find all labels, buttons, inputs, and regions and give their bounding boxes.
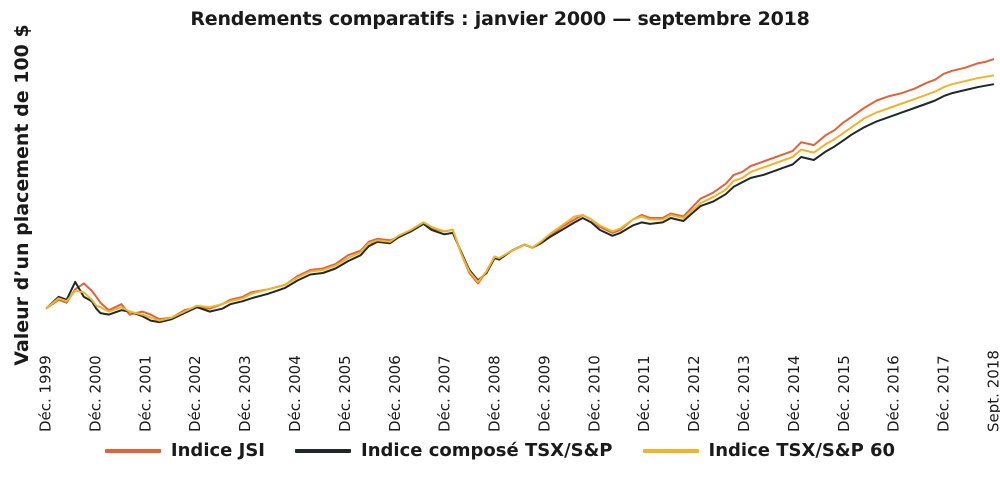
- legend-item-3: Indice TSX/S&P 60: [642, 440, 896, 461]
- x-tick-label: Déc. 2016: [885, 355, 903, 432]
- x-tick-label: Déc. 2003: [236, 355, 254, 432]
- x-tick-label: Déc. 2014: [785, 355, 803, 432]
- x-axis-ticks: Déc. 1999 Déc. 2000 Déc. 2001 Déc. 2002 Déc.…: [37, 350, 1000, 432]
- chart-title: Rendements comparatifs : janvier 2000 — …: [190, 8, 810, 30]
- series-line-1: [45, 57, 995, 321]
- x-tick-label: Déc. 2005: [336, 355, 354, 432]
- x-tick-label: Déc. 2009: [535, 355, 553, 432]
- legend: Indice JSI Indice composé TSX/S&P Indice T…: [0, 440, 1000, 461]
- legend-label: Indice composé TSX/S&P: [361, 440, 613, 461]
- x-tick-label: Déc. 2002: [186, 355, 204, 432]
- legend-label: Indice JSI: [170, 440, 265, 461]
- x-tick-label: Déc. 2013: [735, 355, 753, 432]
- legend-label: Indice TSX/S&P 60: [708, 440, 896, 461]
- legend-swatch: [104, 448, 161, 453]
- series-line-3: [45, 74, 995, 322]
- x-tick-label: Déc. 1999: [37, 355, 55, 432]
- legend-swatch: [295, 448, 351, 453]
- series-lines: [45, 57, 995, 324]
- x-tick-label: Déc. 2001: [136, 355, 154, 432]
- series-line-2: [45, 83, 995, 324]
- x-tick-label: Déc. 2012: [685, 355, 703, 432]
- x-tick-label: Déc. 2004: [286, 355, 304, 432]
- x-tick-label: Déc. 2000: [86, 355, 104, 432]
- x-tick-label: Déc. 2007: [436, 355, 454, 432]
- x-tick-label: Sept. 2018: [985, 350, 1000, 432]
- legend-item-1: Indice JSI: [104, 440, 265, 461]
- x-tick-label: Déc. 2006: [386, 355, 404, 432]
- legend-swatch: [642, 448, 699, 453]
- x-tick-label: Déc. 2011: [635, 355, 653, 432]
- x-tick-label: Déc. 2017: [935, 355, 953, 432]
- x-tick-label: Déc. 2015: [835, 355, 853, 432]
- x-tick-label: Déc. 2010: [585, 355, 603, 432]
- x-tick-label: Déc. 2008: [486, 355, 504, 432]
- legend-item-2: Indice composé TSX/S&P: [295, 440, 613, 461]
